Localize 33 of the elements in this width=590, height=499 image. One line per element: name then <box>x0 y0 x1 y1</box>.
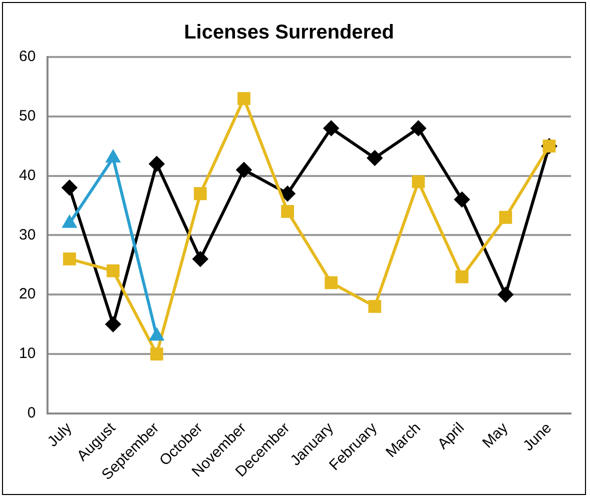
point <box>368 300 382 313</box>
y-tick-label: 0 <box>27 404 36 422</box>
point <box>62 180 77 196</box>
point <box>498 287 514 302</box>
y-tick-label: 20 <box>18 286 36 303</box>
point <box>324 276 338 290</box>
point <box>150 348 164 360</box>
point <box>237 92 250 106</box>
point <box>192 251 208 266</box>
y-tick-label: 40 <box>18 166 36 184</box>
point <box>149 156 164 172</box>
point <box>412 175 425 188</box>
point <box>106 316 121 332</box>
point <box>410 120 426 136</box>
x-tick-label: July <box>44 419 76 450</box>
point <box>454 192 470 208</box>
point <box>150 328 164 341</box>
point <box>324 120 339 136</box>
y-tick-label: 30 <box>18 226 36 244</box>
point <box>194 187 207 200</box>
point <box>281 204 294 218</box>
point <box>280 186 296 202</box>
point <box>63 252 76 266</box>
y-tick-label: 50 <box>18 108 36 125</box>
chart-title: Licenses Surrendered <box>184 22 394 44</box>
y-tick-label: 10 <box>18 345 36 362</box>
point <box>367 150 382 166</box>
point <box>106 264 120 278</box>
point <box>499 210 512 224</box>
x-tick-label: May <box>479 419 512 452</box>
y-tick-label: 60 <box>18 48 36 66</box>
point <box>236 162 252 178</box>
point <box>456 270 468 284</box>
